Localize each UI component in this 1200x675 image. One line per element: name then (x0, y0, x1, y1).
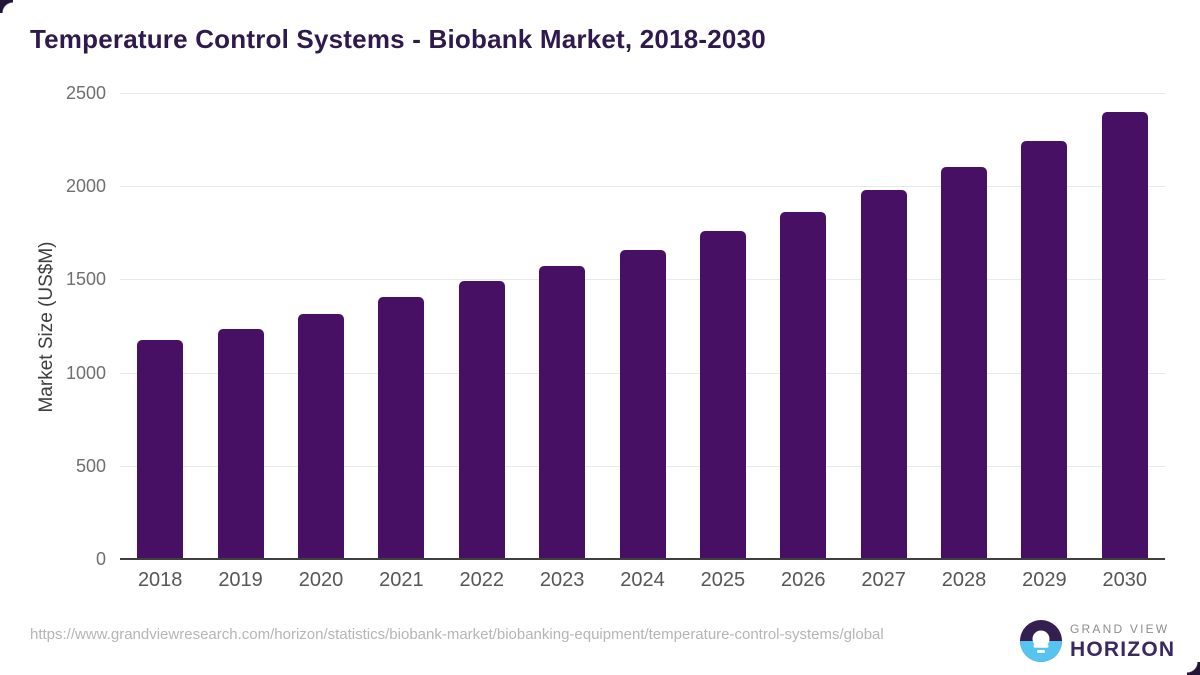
bar-2019 (217, 328, 264, 559)
logo-text: GRAND VIEW HORIZON (1070, 622, 1175, 662)
x-axis-tick-label-2019: 2019 (218, 569, 263, 591)
bar-2021 (378, 297, 425, 559)
y-axis-tick-label-0: 0 (95, 549, 106, 569)
gridline-2500 (120, 93, 1165, 94)
x-axis-tick-label-2022: 2022 (459, 569, 504, 591)
bar-2018 (137, 339, 184, 559)
bar-2030 (1101, 112, 1148, 559)
x-axis-tick-label-2030: 2030 (1102, 569, 1148, 591)
brand-logo: GRAND VIEW HORIZON (1020, 619, 1174, 665)
y-axis-tick-label-2000: 2000 (65, 176, 106, 197)
source-url: https://www.grandviewresearch.com/horizo… (30, 626, 884, 643)
x-axis-tick-label-2024: 2024 (620, 569, 665, 591)
page-title: Temperature Control Systems - Biobank Ma… (30, 24, 766, 54)
bar-2020 (297, 313, 344, 559)
x-axis-tick-label-2028: 2028 (941, 569, 987, 591)
rounded-corner-artifact-top-left (0, 0, 13, 13)
bar-2023 (539, 266, 586, 559)
x-axis-tick-label-2020: 2020 (298, 569, 344, 591)
y-axis-tick-label-500: 500 (75, 455, 106, 476)
bar-2025 (699, 230, 746, 559)
x-axis-tick-label-2021: 2021 (379, 569, 424, 591)
x-axis-tick-label-2023: 2023 (539, 569, 585, 591)
bar-2022 (458, 281, 505, 559)
x-axis-tick-label-2027: 2027 (861, 569, 906, 591)
rounded-corner-artifact-bottom-right (1187, 662, 1200, 675)
x-axis-tick-label-2029: 2029 (1022, 569, 1067, 591)
logo-text-grand-view: GRAND VIEW (1070, 622, 1170, 636)
bar-2028 (941, 166, 988, 559)
logo-mark-icon (1020, 620, 1062, 662)
y-axis-tick-label-1500: 1500 (65, 269, 106, 290)
x-axis-tick-label-2025: 2025 (700, 569, 746, 591)
bar-2024 (619, 249, 666, 559)
y-axis-tick-label-2500: 2500 (65, 83, 106, 103)
bar-2027 (860, 189, 907, 559)
bar-2026 (780, 211, 827, 559)
x-axis-tick-label-2018: 2018 (137, 569, 183, 591)
bar-2029 (1021, 141, 1068, 559)
logo-text-horizon: HORIZON (1070, 638, 1176, 661)
y-axis-title: Market Size (US$M) (36, 241, 57, 413)
x-axis-line (120, 558, 1165, 560)
plot-area (120, 93, 1165, 560)
gridline-2000 (120, 186, 1165, 188)
y-axis-tick-label-1000: 1000 (65, 362, 106, 383)
x-axis-tick-label-2026: 2026 (781, 569, 826, 591)
